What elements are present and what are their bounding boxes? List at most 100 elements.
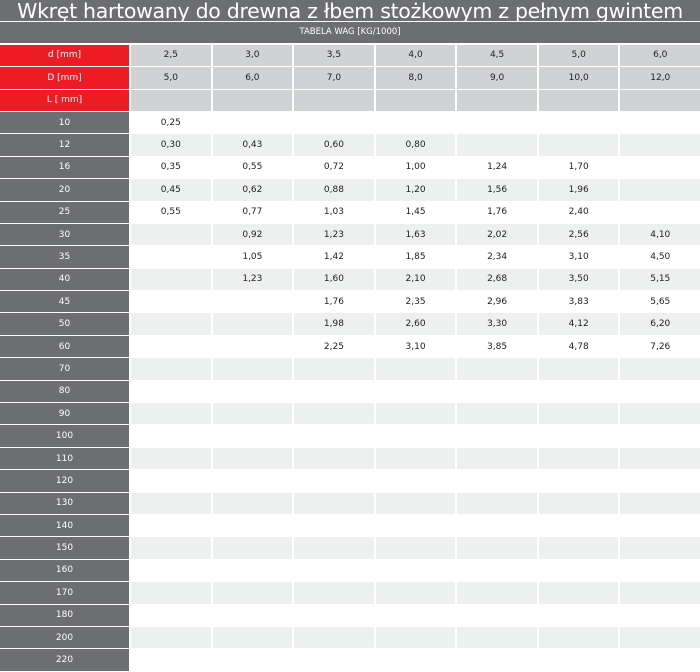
header-cell <box>212 89 295 112</box>
weight-cell <box>212 537 295 560</box>
weight-cell <box>375 582 458 605</box>
table-row: 10 0,25 <box>0 111 700 135</box>
weight-cell <box>538 604 621 627</box>
weight-cell <box>620 514 700 538</box>
weight-cell: 1,00 <box>375 156 458 180</box>
table-row: 140 <box>0 514 700 538</box>
header-cell <box>538 89 621 112</box>
header-label: D [mm] <box>0 67 131 90</box>
table-row: 35 1,05 1,42 1,85 2,34 3,10 4,50 <box>0 246 700 269</box>
weight-cell <box>538 358 621 381</box>
table-row: 180 <box>0 604 700 627</box>
table-row: 45 1,76 2,35 2,96 3,83 5,65 <box>0 291 700 314</box>
weight-cell: 1,24 <box>457 156 539 180</box>
table-row: 80 <box>0 380 700 404</box>
header-cell <box>620 89 700 112</box>
header-label: L [ mm] <box>0 89 131 112</box>
weight-cell <box>620 537 700 560</box>
length-label: 45 <box>0 291 131 314</box>
weight-cell: 1,76 <box>457 201 539 224</box>
weight-cell: 2,34 <box>457 246 539 269</box>
weight-cell: 3,30 <box>457 313 539 336</box>
weight-cell: 1,42 <box>294 246 376 269</box>
weight-cell: 2,40 <box>538 201 621 224</box>
weight-cell <box>294 514 376 538</box>
weight-cell <box>457 425 539 448</box>
weight-cell <box>620 358 700 381</box>
weight-cell <box>538 514 621 538</box>
header-label: d [mm] <box>0 44 131 68</box>
weight-cell <box>457 604 539 627</box>
weight-cell <box>131 582 213 605</box>
weight-cell <box>375 358 458 381</box>
weight-cell <box>131 246 213 269</box>
weight-cell: 3,85 <box>457 335 539 359</box>
weight-cell <box>457 447 539 471</box>
table-row: 110 <box>0 447 700 471</box>
length-label: 60 <box>0 335 131 359</box>
header-cell: 4,0 <box>375 44 458 68</box>
weight-cell <box>294 358 376 381</box>
length-label: 30 <box>0 223 131 247</box>
weight-cell: 4,78 <box>538 335 621 359</box>
weight-cell <box>131 514 213 538</box>
weight-cell <box>212 111 295 135</box>
weight-cell <box>538 447 621 471</box>
table-row: 100 <box>0 425 700 448</box>
weight-cell <box>294 626 376 650</box>
weight-cell: 1,70 <box>538 156 621 180</box>
weight-cell: 2,25 <box>294 335 376 359</box>
length-label: 35 <box>0 246 131 269</box>
table-row: 16 0,35 0,55 0,72 1,00 1,24 1,70 <box>0 156 700 180</box>
header-row: d [mm] 2,5 3,0 3,5 4,0 4,5 5,0 6,0 <box>0 44 700 68</box>
weight-cell <box>375 425 458 448</box>
weight-cell <box>375 111 458 135</box>
weight-cell <box>212 447 295 471</box>
length-label: 220 <box>0 649 131 672</box>
length-label: 180 <box>0 604 131 627</box>
weight-cell: 0,62 <box>212 179 295 202</box>
table-row: 120 <box>0 470 700 493</box>
weight-cell: 5,15 <box>620 268 700 292</box>
weight-cell: 4,10 <box>620 223 700 247</box>
header-cell: 4,5 <box>457 44 539 68</box>
table-row: 170 <box>0 582 700 605</box>
weight-cell <box>212 291 295 314</box>
weight-cell: 1,60 <box>294 268 376 292</box>
weight-cell <box>375 649 458 672</box>
weight-cell <box>620 492 700 515</box>
weight-cell <box>538 537 621 560</box>
weight-cell: 2,56 <box>538 223 621 247</box>
weight-cell <box>457 514 539 538</box>
weight-cell <box>212 514 295 538</box>
weight-cell <box>620 649 700 672</box>
weight-cell: 0,25 <box>131 111 213 135</box>
weight-cell <box>212 626 295 650</box>
weight-cell: 1,20 <box>375 179 458 202</box>
weight-cell: 4,50 <box>620 246 700 269</box>
header-cell: 3,0 <box>212 44 295 68</box>
weight-cell <box>620 156 700 180</box>
weight-cell: 4,12 <box>538 313 621 336</box>
weight-cell <box>294 604 376 627</box>
weight-cell: 3,83 <box>538 291 621 314</box>
weight-cell <box>294 537 376 560</box>
weight-cell <box>538 582 621 605</box>
weight-cell: 2,35 <box>375 291 458 314</box>
weight-cell <box>620 425 700 448</box>
weight-cell <box>131 470 213 493</box>
length-label: 50 <box>0 313 131 336</box>
table-row: 220 <box>0 649 700 672</box>
weight-cell <box>375 514 458 538</box>
table-row: 200 <box>0 626 700 650</box>
weight-cell: 0,45 <box>131 179 213 202</box>
weight-cell <box>375 537 458 560</box>
length-label: 16 <box>0 156 131 180</box>
weight-cell <box>620 582 700 605</box>
weight-cell: 1,63 <box>375 223 458 247</box>
weight-cell <box>294 403 376 426</box>
length-label: 25 <box>0 201 131 224</box>
weight-cell: 0,92 <box>212 223 295 247</box>
weight-cell: 0,60 <box>294 134 376 157</box>
weight-cell: 1,03 <box>294 201 376 224</box>
